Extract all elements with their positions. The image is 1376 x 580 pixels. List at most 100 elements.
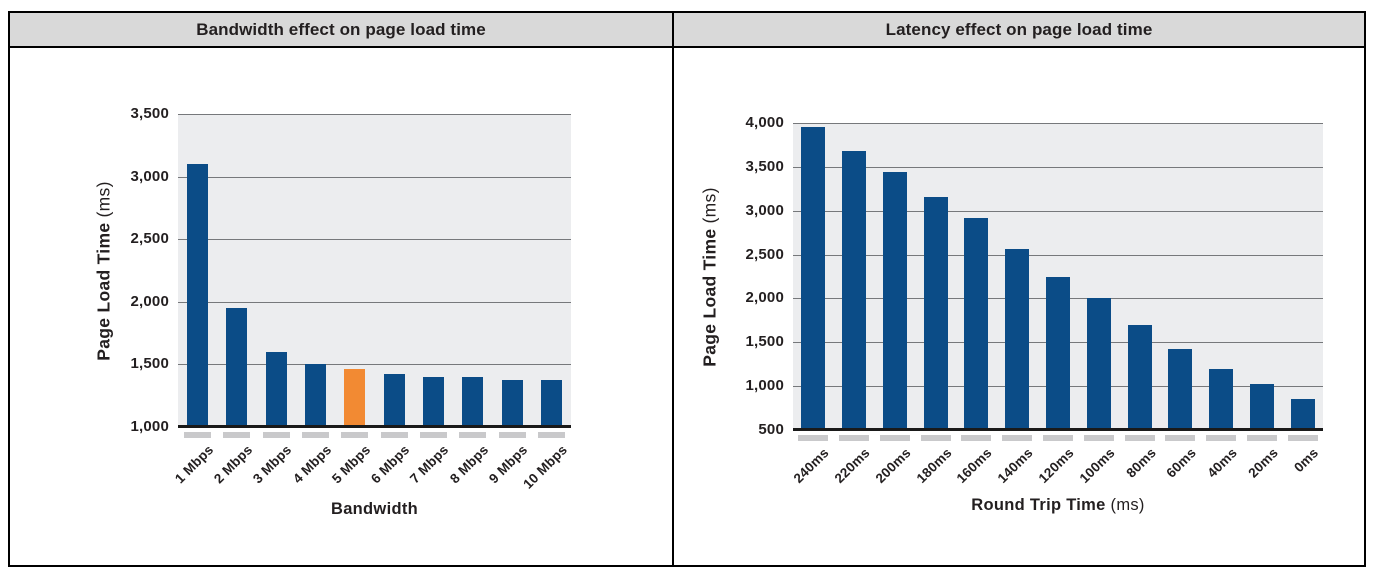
- bar: [801, 127, 825, 430]
- gridline: [178, 239, 571, 240]
- bandwidth-chart-cell: 1,000 1,500 2,000 2,500 3,000 3,500 1 Mbps 2 Mb…: [10, 48, 674, 565]
- x-axis-tick-label: 60ms: [1163, 445, 1199, 481]
- bar: [187, 164, 208, 427]
- gridline: [793, 167, 1323, 168]
- x-axis-tick-dash: [1125, 435, 1155, 441]
- bar: [502, 380, 523, 427]
- x-axis-tick-label: 7 Mbps: [407, 442, 452, 487]
- x-axis-tick-label: 180ms: [913, 445, 955, 487]
- x-axis-tick-dash: [1165, 435, 1195, 441]
- y-axis-tick-label: 2,000: [130, 293, 169, 310]
- x-axis-tick-dash: [184, 432, 211, 438]
- bar: [1005, 249, 1029, 430]
- gridline: [178, 302, 571, 303]
- bar: [1250, 384, 1274, 430]
- x-axis-tick-dash: [538, 432, 565, 438]
- x-axis-tick-label: 20ms: [1245, 445, 1281, 481]
- bar: [226, 308, 247, 427]
- x-axis-tick-dash: [341, 432, 368, 438]
- gridline: [178, 114, 571, 115]
- x-axis-tick-dash: [921, 435, 951, 441]
- bar: [384, 374, 405, 427]
- bar: [1209, 369, 1233, 430]
- y-axis-tick-label: 3,500: [745, 158, 784, 175]
- x-axis-title-text: Round Trip Time: [971, 496, 1106, 514]
- y-axis-title-text: Page Load Time: [699, 228, 720, 367]
- x-axis-tick-dash: [263, 432, 290, 438]
- bar: [266, 352, 287, 427]
- latency-chart-title: Latency effect on page load time: [885, 19, 1153, 39]
- bandwidth-chart: 1,000 1,500 2,000 2,500 3,000 3,500 1 Mbps 2 Mb…: [10, 48, 672, 565]
- bar: [423, 377, 444, 427]
- y-axis-tick-label: 3,000: [745, 202, 784, 219]
- bar: [1087, 298, 1111, 430]
- x-axis-title-unit: (ms): [1105, 496, 1145, 514]
- x-axis-tick-label: 160ms: [953, 445, 995, 487]
- x-axis-tick-dash: [880, 435, 910, 441]
- x-axis-title-text: Bandwidth: [330, 500, 419, 518]
- x-axis-title: Round Trip Time (ms): [793, 496, 1323, 515]
- x-axis-tick-label: 2 Mbps: [211, 442, 256, 487]
- x-axis-tick-label: 8 Mbps: [447, 442, 492, 487]
- gridline: [178, 364, 571, 365]
- x-axis-tick-label: 5 Mbps: [329, 442, 374, 487]
- x-axis-tick-dash: [1206, 435, 1236, 441]
- x-axis-tick-label: 80ms: [1123, 445, 1159, 481]
- x-axis-tick-dash: [1043, 435, 1073, 441]
- gridline: [793, 255, 1323, 256]
- x-axis-tick-label: 0ms: [1291, 445, 1322, 476]
- bandwidth-chart-title: Bandwidth effect on page load time: [196, 19, 486, 39]
- y-axis-title-unit: (ms): [93, 180, 114, 223]
- bar: [964, 218, 988, 430]
- y-axis-title-unit: (ms): [699, 186, 720, 229]
- bar: [883, 172, 907, 430]
- x-axis-tick-label: 4 Mbps: [290, 442, 335, 487]
- x-axis-tick-dash: [1002, 435, 1032, 441]
- bar: [541, 380, 562, 427]
- x-axis-tick-label: 1 Mbps: [172, 442, 217, 487]
- x-axis-tick-dash: [1247, 435, 1277, 441]
- y-axis-tick-label: 4,000: [745, 114, 784, 131]
- gridline: [793, 123, 1323, 124]
- x-axis-tick-dash: [798, 435, 828, 441]
- y-axis-tick-label: 500: [758, 421, 784, 438]
- x-axis-tick-dash: [420, 432, 447, 438]
- x-axis-tick-label: 200ms: [872, 445, 914, 487]
- y-axis-title: Page Load Time (ms): [700, 187, 721, 366]
- y-axis-tick-label: 1,000: [745, 377, 784, 394]
- gridline: [793, 211, 1323, 212]
- x-axis-tick-label: 100ms: [1076, 445, 1118, 487]
- gridline: [178, 177, 571, 178]
- y-axis-tick-label: 1,500: [745, 333, 784, 350]
- bar: [842, 151, 866, 430]
- latency-chart-header: Latency effect on page load time: [674, 13, 1364, 46]
- x-axis-tick-dash: [961, 435, 991, 441]
- y-axis-title: Page Load Time (ms): [94, 181, 115, 360]
- latency-chart-cell: 500 1,000 1,500 2,000 2,500 3,000 3,500 4,000 24…: [674, 48, 1364, 565]
- bar: [1291, 399, 1315, 430]
- x-axis-tick-label: 120ms: [1035, 445, 1077, 487]
- y-axis-tick-label: 1,500: [130, 355, 169, 372]
- bar: [1128, 325, 1152, 430]
- bar: [462, 377, 483, 427]
- x-axis-tick-label: 220ms: [831, 445, 873, 487]
- table-header-row: Bandwidth effect on page load time Laten…: [10, 13, 1364, 48]
- x-axis-tick-dash: [381, 432, 408, 438]
- bar: [924, 197, 948, 430]
- x-axis-tick-dash: [223, 432, 250, 438]
- y-axis-title-text: Page Load Time: [93, 222, 114, 361]
- x-axis-title: Bandwidth: [178, 500, 571, 519]
- y-axis-tick-label: 1,000: [130, 418, 169, 435]
- x-axis-tick-label: 240ms: [790, 445, 832, 487]
- y-axis-tick-label: 2,000: [745, 289, 784, 306]
- x-axis-tick-label: 140ms: [994, 445, 1036, 487]
- bandwidth-chart-header: Bandwidth effect on page load time: [10, 13, 674, 46]
- y-axis-tick-label: 3,000: [130, 168, 169, 185]
- y-axis-tick-label: 2,500: [745, 246, 784, 263]
- latency-chart: 500 1,000 1,500 2,000 2,500 3,000 3,500 4,000 24…: [674, 48, 1364, 565]
- bar: [305, 364, 326, 427]
- x-axis-baseline: [178, 425, 571, 428]
- bar: [1046, 277, 1070, 431]
- y-axis-tick-label: 2,500: [130, 230, 169, 247]
- x-axis-tick-dash: [1288, 435, 1318, 441]
